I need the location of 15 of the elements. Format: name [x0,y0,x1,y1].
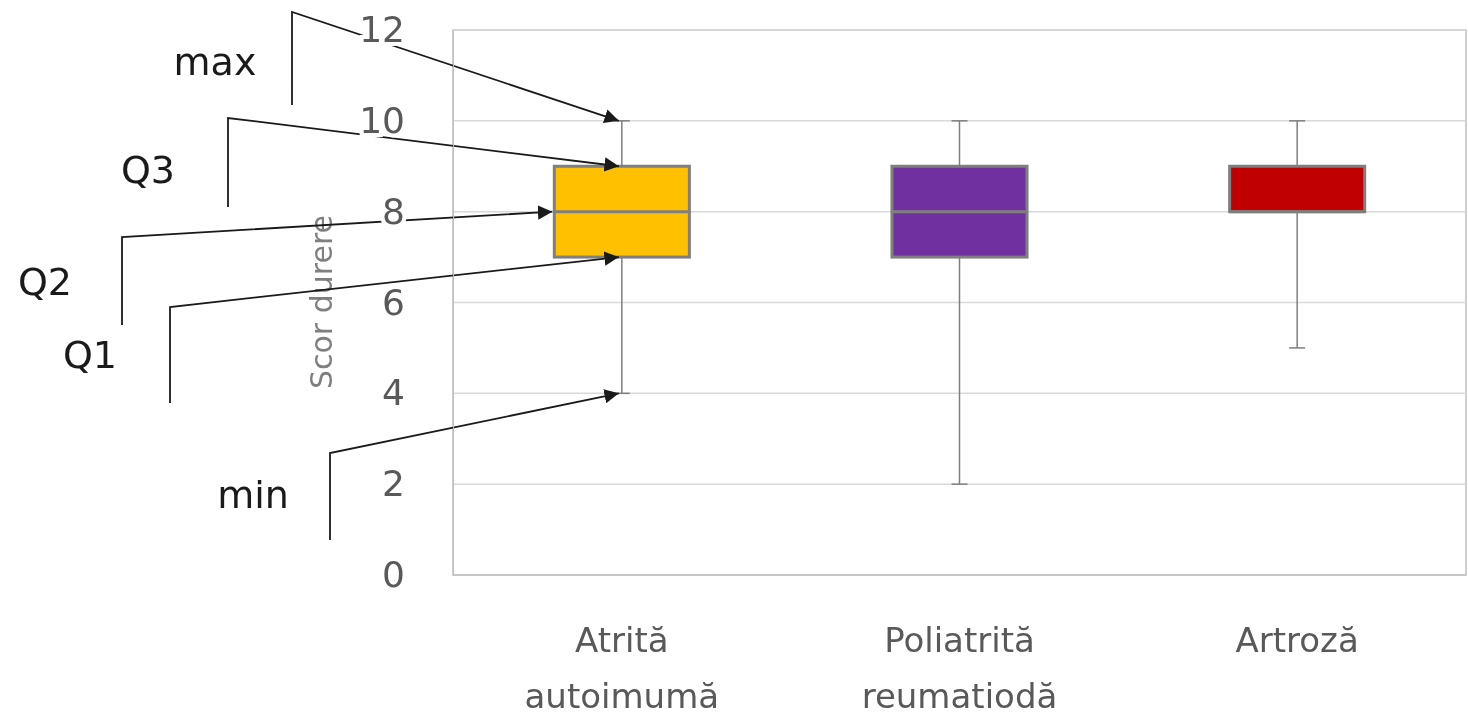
x-tick-label: Artroză [1235,620,1359,660]
annotation: min [217,473,289,517]
y-axis-title: Scor durere [304,214,339,390]
y-tick-label: 2 [382,463,405,505]
y-tick-label: 4 [382,372,405,414]
y-tick-label: 6 [382,281,405,323]
text: Q1 [62,333,118,377]
x-tick-label: Poliatrită reumatiodă [861,620,1058,716]
text: Q2 [17,260,73,304]
annotation: max [173,40,257,84]
y-tick-label: 0 [382,554,405,596]
y-tick-label: 12 [359,9,405,51]
text: Q3 [120,148,176,192]
x-tick-label: Atrită autoimumă [524,620,720,716]
y-tick-label: 10 [359,99,405,141]
